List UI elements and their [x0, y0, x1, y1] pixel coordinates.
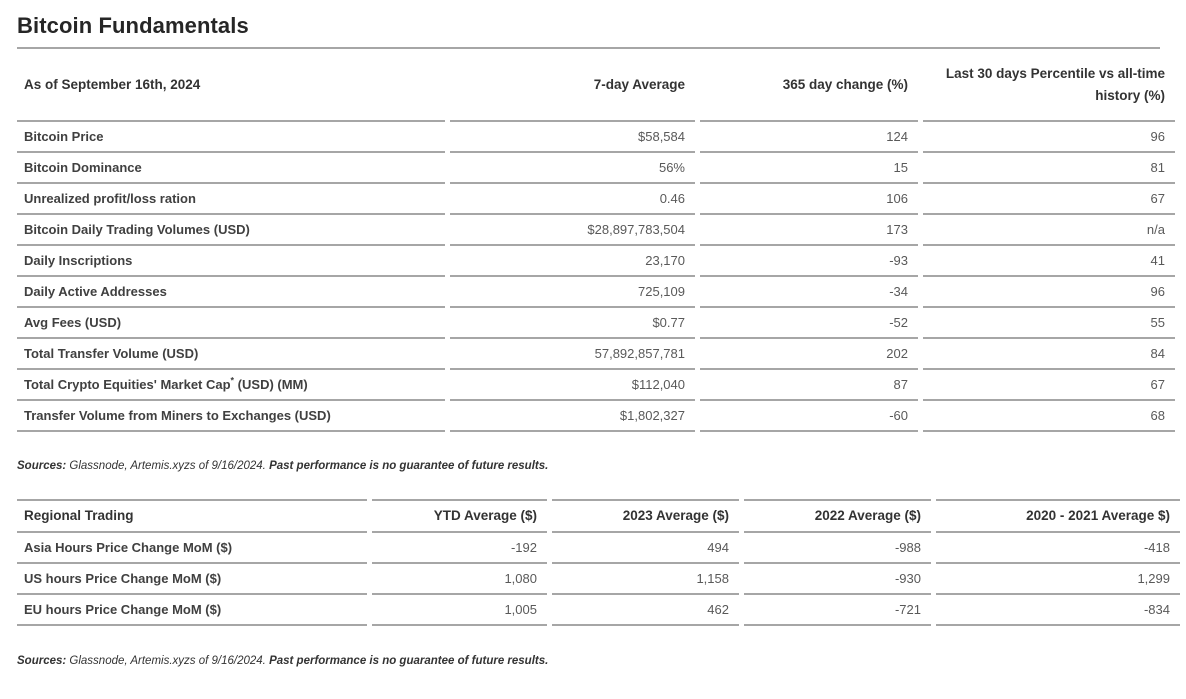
cell-365day-change: 202: [700, 339, 918, 370]
sources-emphasis: Past performance is no guarantee of futu…: [269, 460, 549, 472]
cell-365day-change: -60: [700, 401, 918, 432]
region-label: US hours Price Change MoM ($): [17, 564, 367, 595]
regional-trading-table: Regional Trading YTD Average ($) 2023 Aver…: [12, 499, 1185, 626]
cell-percentile: 96: [923, 122, 1175, 153]
cell-percentile: 41: [923, 246, 1175, 277]
metric-label: Daily Active Addresses: [17, 277, 445, 308]
col-header-2023-average: 2023 Average ($): [552, 499, 739, 533]
cell-2022-average: -930: [744, 564, 931, 595]
metric-label: Bitcoin Dominance: [17, 153, 445, 184]
col-header-2022-average: 2022 Average ($): [744, 499, 931, 533]
col-header-7day-average: 7-day Average: [450, 49, 695, 122]
fundamentals-header-row: As of September 16th, 2024 7-day Average 3…: [17, 49, 1175, 122]
col-header-as-of-date: As of September 16th, 2024: [17, 49, 445, 122]
cell-7day-average: $28,897,783,504: [450, 215, 695, 246]
fundamentals-row: Total Transfer Volume (USD) 57,892,857,78…: [17, 339, 1175, 370]
cell-365day-change: 106: [700, 184, 918, 215]
metric-label: Unrealized profit/loss ration: [17, 184, 445, 215]
cell-2020-2021-average: -418: [936, 533, 1180, 564]
regional-row: EU hours Price Change MoM ($) 1,005 462 -72…: [17, 595, 1180, 626]
cell-2023-average: 494: [552, 533, 739, 564]
sources-emphasis: Past performance is no guarantee of futu…: [269, 655, 549, 667]
sources-note-1: Sources: Glassnode, Artemis.xyzs of 9/16…: [17, 459, 1160, 473]
fundamentals-row: Total Crypto Equities' Market Cap* (USD)…: [17, 370, 1175, 401]
cell-2020-2021-average: 1,299: [936, 564, 1180, 595]
metric-label: Bitcoin Price: [17, 122, 445, 153]
cell-percentile: 68: [923, 401, 1175, 432]
cell-ytd-average: -192: [372, 533, 547, 564]
sources-label: Sources:: [17, 655, 67, 667]
cell-7day-average: 0.46: [450, 184, 695, 215]
cell-365day-change: 173: [700, 215, 918, 246]
sources-label: Sources:: [17, 460, 67, 472]
cell-percentile: 96: [923, 277, 1175, 308]
metric-label: Total Transfer Volume (USD): [17, 339, 445, 370]
cell-7day-average: 23,170: [450, 246, 695, 277]
cell-365day-change: 124: [700, 122, 918, 153]
report-page: Bitcoin Fundamentals As of September 16t…: [12, 13, 1185, 668]
cell-ytd-average: 1,080: [372, 564, 547, 595]
regional-row: US hours Price Change MoM ($) 1,080 1,158-…: [17, 564, 1180, 595]
cell-7day-average: 725,109: [450, 277, 695, 308]
col-header-ytd-average: YTD Average ($): [372, 499, 547, 533]
col-header-2020-2021-average: 2020 - 2021 Average $): [936, 499, 1180, 533]
cell-percentile: n/a: [923, 215, 1175, 246]
metric-label: Transfer Volume from Miners to Exchanges…: [17, 401, 445, 432]
cell-2022-average: -988: [744, 533, 931, 564]
cell-7day-average: 56%: [450, 153, 695, 184]
fundamentals-row: Bitcoin Daily Trading Volumes (USD) $28,8…: [17, 215, 1175, 246]
cell-percentile: 67: [923, 370, 1175, 401]
fundamentals-row: Bitcoin Price $58,584 124 96: [17, 122, 1175, 153]
cell-7day-average: $58,584: [450, 122, 695, 153]
cell-2023-average: 1,158: [552, 564, 739, 595]
cell-365day-change: 87: [700, 370, 918, 401]
regional-header-row: Regional Trading YTD Average ($) 2023 Aver…: [17, 499, 1180, 533]
fundamentals-row: Transfer Volume from Miners to Exchanges…: [17, 401, 1175, 432]
cell-365day-change: -52: [700, 308, 918, 339]
title-divider: [17, 47, 1160, 49]
cell-365day-change: 15: [700, 153, 918, 184]
regional-row: Asia Hours Price Change MoM ($) -192 494 -9…: [17, 533, 1180, 564]
col-header-regional-trading: Regional Trading: [17, 499, 367, 533]
sources-body: Glassnode, Artemis.xyzs of 9/16/2024.: [66, 460, 270, 472]
fundamentals-row: Unrealized profit/loss ration 0.46 106 67: [17, 184, 1175, 215]
col-header-percentile: Last 30 days Percentile vs all-time hist…: [923, 49, 1175, 122]
footnote-asterisk: *: [230, 375, 235, 386]
metric-label: Avg Fees (USD): [17, 308, 445, 339]
fundamentals-row: Daily Active Addresses 725,109 -34 96: [17, 277, 1175, 308]
col-header-365day-change: 365 day change (%): [700, 49, 918, 122]
cell-7day-average: $0.77: [450, 308, 695, 339]
cell-7day-average: $1,802,327: [450, 401, 695, 432]
sources-body: Glassnode, Artemis.xyzs of 9/16/2024.: [66, 655, 270, 667]
cell-7day-average: 57,892,857,781: [450, 339, 695, 370]
cell-percentile: 55: [923, 308, 1175, 339]
cell-percentile: 67: [923, 184, 1175, 215]
cell-2023-average: 462: [552, 595, 739, 626]
metric-label: Total Crypto Equities' Market Cap* (USD)…: [17, 370, 445, 401]
fundamentals-row: Avg Fees (USD) $0.77 -52 55: [17, 308, 1175, 339]
fundamentals-row: Daily Inscriptions 23,170 -93 41: [17, 246, 1175, 277]
metric-label: Daily Inscriptions: [17, 246, 445, 277]
cell-ytd-average: 1,005: [372, 595, 547, 626]
cell-2022-average: -721: [744, 595, 931, 626]
cell-365day-change: -93: [700, 246, 918, 277]
page-title: Bitcoin Fundamentals: [17, 13, 249, 38]
region-label: EU hours Price Change MoM ($): [17, 595, 367, 626]
region-label: Asia Hours Price Change MoM ($): [17, 533, 367, 564]
cell-percentile: 81: [923, 153, 1175, 184]
cell-365day-change: -34: [700, 277, 918, 308]
fundamentals-row: Bitcoin Dominance 56% 15 81: [17, 153, 1175, 184]
cell-2020-2021-average: -834: [936, 595, 1180, 626]
sources-note-2: Sources: Glassnode, Artemis.xyzs of 9/16…: [17, 654, 1160, 668]
fundamentals-table: As of September 16th, 2024 7-day Average 3…: [12, 49, 1180, 432]
metric-label: Bitcoin Daily Trading Volumes (USD): [17, 215, 445, 246]
cell-percentile: 84: [923, 339, 1175, 370]
cell-7day-average: $112,040: [450, 370, 695, 401]
